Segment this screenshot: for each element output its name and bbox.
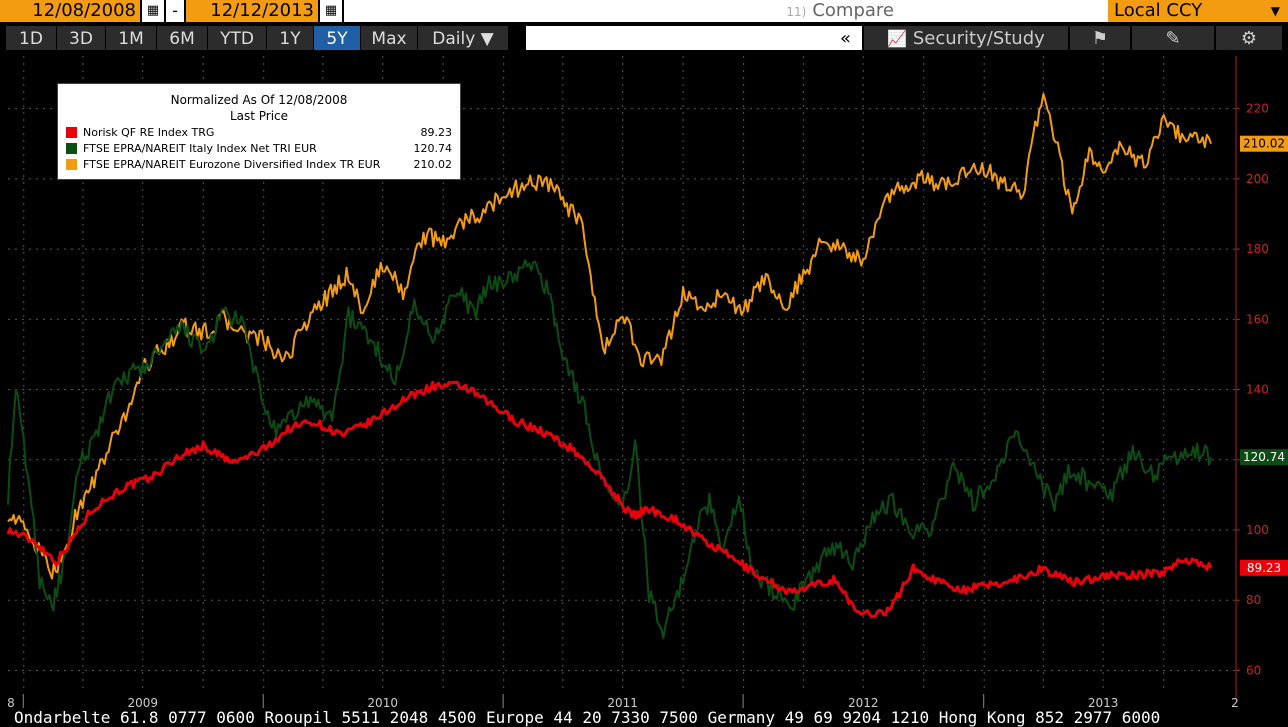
settings-button[interactable]: ⚙ <box>1216 26 1282 50</box>
x-tick-label: 2013 <box>1088 696 1119 708</box>
y-tick-label: 220 <box>1246 102 1269 116</box>
range-bar-spacer <box>526 26 862 50</box>
edit-button[interactable]: ✎ <box>1132 26 1214 50</box>
legend-title: Normalized As Of 12/08/2008 <box>170 93 348 107</box>
compare-number: 11) <box>786 5 807 19</box>
legend-series-value: 89.23 <box>420 126 453 139</box>
x-tick-label: 2011 <box>607 696 638 708</box>
pencil-icon: ✎ <box>1165 28 1181 49</box>
range-selector: 1D 3D 1M 6M YTD 1Y 5Y Max Daily ▼ <box>6 26 509 50</box>
y-tick-label: 60 <box>1246 663 1261 677</box>
legend-subtitle: Last Price <box>229 109 289 123</box>
y-tick-label: 180 <box>1246 242 1269 256</box>
range-button-1m[interactable]: 1M <box>106 26 156 50</box>
last-value-tag <box>1240 449 1288 466</box>
currency-select[interactable]: Local CCY ▼ <box>1108 0 1288 22</box>
y-tick-label: 160 <box>1246 312 1269 326</box>
footer-contact-text: Ondarbelte 61.8 0777 0600 Rooupil 5511 2… <box>14 708 1161 727</box>
y-tick-label: 100 <box>1246 523 1269 537</box>
legend-item-norisk: Norisk QF RE Index TRG 89.23 <box>66 126 456 140</box>
last-value-tag <box>1240 135 1288 152</box>
flag-icon: ⚑ <box>1091 28 1109 49</box>
gear-icon: ⚙ <box>1240 28 1258 49</box>
start-calendar-icon[interactable]: ▦ <box>142 0 164 22</box>
x-tick-label: 8 <box>7 696 15 708</box>
y-tick-label: 140 <box>1246 383 1269 397</box>
chart-line-icon: 📈 <box>887 29 908 48</box>
legend-series-name: FTSE EPRA/NAREIT Eurozone Diversified In… <box>83 158 381 171</box>
last-value-label: 210.02 <box>1243 137 1285 151</box>
range-button-6m[interactable]: 6M <box>157 26 207 50</box>
range-button-ytd[interactable]: YTD <box>208 26 266 50</box>
security-study-button[interactable]: 📈 Security/Study <box>864 26 1068 50</box>
end-calendar-icon[interactable]: ▦ <box>320 0 342 22</box>
legend-swatch-orange <box>66 159 77 170</box>
top-toolbar: 12/08/2008 ▦ - 12/12/2013 ▦ 11) Compare L… <box>0 0 1288 24</box>
x-tick-label: 2009 <box>127 696 158 708</box>
range-button-1y[interactable]: 1Y <box>267 26 313 50</box>
y-tick-label: 200 <box>1246 172 1269 186</box>
range-button-max[interactable]: Max <box>361 26 417 50</box>
end-date-field[interactable]: 12/12/2013 <box>186 0 318 22</box>
series-line <box>7 93 1212 580</box>
chevron-down-icon: ▼ <box>1270 4 1280 18</box>
range-button-1d[interactable]: 1D <box>6 26 56 50</box>
y-tick-label: 80 <box>1246 593 1261 607</box>
legend-item-eurozone: FTSE EPRA/NAREIT Eurozone Diversified In… <box>66 158 456 172</box>
collapse-icon[interactable]: « <box>840 28 852 49</box>
series-line <box>6 380 1213 619</box>
x-tick-label: 2012 <box>848 696 879 708</box>
last-value-label: 89.23 <box>1247 561 1281 575</box>
legend-series-name: Norisk QF RE Index TRG <box>83 126 215 139</box>
start-date-field[interactable]: 12/08/2008 <box>0 0 140 22</box>
frequency-select[interactable]: Daily ▼ <box>418 26 508 50</box>
security-study-label: Security/Study <box>912 28 1045 49</box>
last-value-label: 120.74 <box>1243 450 1285 464</box>
legend-swatch-red <box>66 127 77 138</box>
x-tick-label: 2 <box>1231 696 1239 708</box>
legend-series-value: 210.02 <box>413 158 453 171</box>
legend-item-italy: FTSE EPRA/NAREIT Italy Index Net TRI EUR… <box>66 142 456 156</box>
flag-button[interactable]: ⚑ <box>1070 26 1130 50</box>
x-tick-label: 2010 <box>367 696 398 708</box>
range-button-5y[interactable]: 5Y <box>314 26 360 50</box>
currency-label: Local CCY <box>1114 0 1203 21</box>
compare-area: 11) Compare <box>344 0 1108 22</box>
legend: Normalized As Of 12/08/2008 Last Price N… <box>57 83 461 180</box>
last-value-tag <box>1240 559 1288 576</box>
date-separator: - <box>166 0 184 22</box>
legend-series-name: FTSE EPRA/NAREIT Italy Index Net TRI EUR <box>83 142 317 155</box>
range-button-3d[interactable]: 3D <box>57 26 105 50</box>
legend-series-value: 120.74 <box>413 142 453 155</box>
compare-label: Compare <box>812 0 894 21</box>
compare-button[interactable]: 11) Compare <box>786 0 894 23</box>
legend-swatch-green <box>66 143 77 154</box>
